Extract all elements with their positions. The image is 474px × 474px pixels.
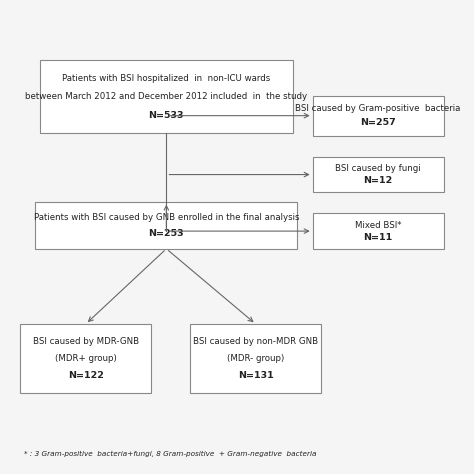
Text: * : 3 Gram-positive  bacteria+fungi, 8 Gram-positive  + Gram-negative  bacteria: * : 3 Gram-positive bacteria+fungi, 8 Gr… [25,451,317,457]
Text: BSI caused by Gram-positive  bacteria: BSI caused by Gram-positive bacteria [295,104,461,113]
Text: BSI caused by fungi: BSI caused by fungi [335,164,421,173]
Text: BSI caused by non-MDR GNB: BSI caused by non-MDR GNB [193,337,319,346]
FancyBboxPatch shape [313,96,444,136]
Text: BSI caused by MDR-GNB: BSI caused by MDR-GNB [33,337,138,346]
FancyBboxPatch shape [191,324,321,392]
Text: N=257: N=257 [360,118,396,127]
Text: N=122: N=122 [68,371,103,380]
Text: Patients with BSI caused by GNB enrolled in the final analysis: Patients with BSI caused by GNB enrolled… [34,213,299,222]
Text: Mixed BSI*: Mixed BSI* [355,221,401,230]
Text: N=11: N=11 [364,233,393,241]
FancyBboxPatch shape [40,60,293,133]
Text: N=12: N=12 [364,176,393,185]
Text: N=253: N=253 [148,228,184,237]
Text: N=533: N=533 [149,110,184,119]
FancyBboxPatch shape [313,213,444,249]
FancyBboxPatch shape [20,324,151,392]
FancyBboxPatch shape [36,201,297,249]
Text: N=131: N=131 [238,371,274,380]
Text: (MDR+ group): (MDR+ group) [55,354,117,363]
FancyBboxPatch shape [313,157,444,192]
Text: between March 2012 and December 2012 included  in  the study: between March 2012 and December 2012 inc… [25,92,308,101]
Text: Patients with BSI hospitalized  in  non-ICU wards: Patients with BSI hospitalized in non-IC… [62,74,271,83]
Text: (MDR- group): (MDR- group) [227,354,284,363]
